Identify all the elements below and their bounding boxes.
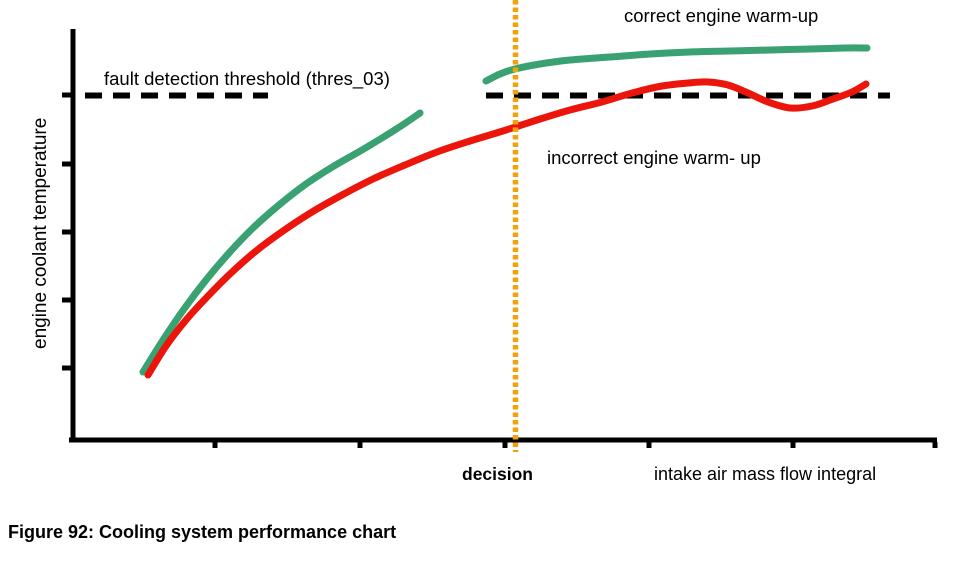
- correct-curve-label: correct engine warm-up: [624, 5, 819, 26]
- x-axis-label: intake air mass flow integral: [654, 464, 877, 484]
- correct-warmup-curve-segment-1: [482, 44, 871, 85]
- figure-caption: Figure 92: Cooling system performance ch…: [8, 522, 397, 542]
- decision-label: decision: [462, 464, 533, 484]
- correct-warmup-curve-segment-0: [139, 109, 424, 376]
- threshold-label: fault detection threshold (thres_03): [104, 68, 390, 89]
- y-axis-label: engine coolant temperature: [30, 117, 51, 349]
- incorrect-curve-label: incorrect engine warm- up: [547, 147, 761, 168]
- incorrect-warmup-curve-segment-0: [144, 78, 870, 379]
